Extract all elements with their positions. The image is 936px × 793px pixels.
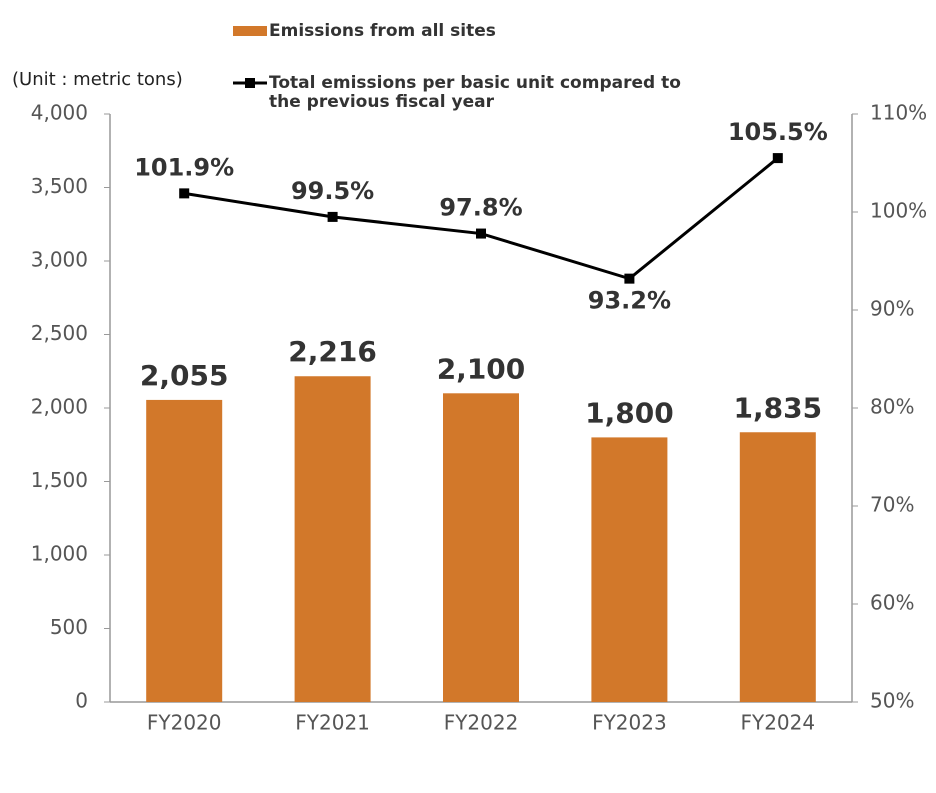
- bar-value-label: 2,100: [437, 352, 526, 385]
- line-value-label: 99.5%: [291, 177, 374, 205]
- y-tick-label: 4,000: [31, 101, 88, 125]
- y2-tick-label: 100%: [870, 199, 927, 223]
- y2-tick-label: 110%: [870, 101, 927, 125]
- y2-tick-label: 50%: [870, 689, 914, 713]
- bar: [294, 376, 371, 702]
- bar: [591, 437, 668, 702]
- bar-value-label: 2,055: [140, 359, 229, 392]
- bar: [146, 399, 223, 702]
- legend-bar-swatch: [233, 26, 267, 36]
- x-tick-label: FY2021: [295, 711, 370, 735]
- y-tick-label: 2,000: [31, 395, 88, 419]
- y-tick-label: 3,500: [31, 174, 88, 198]
- line-value-label: 101.9%: [134, 153, 234, 181]
- line-marker: [772, 153, 783, 164]
- line-marker: [327, 211, 338, 222]
- bar: [443, 393, 519, 702]
- x-tick-label: FY2023: [592, 711, 667, 735]
- y-tick-label: 500: [50, 615, 88, 639]
- bar-value-label: 1,800: [585, 396, 674, 429]
- x-tick-label: FY2024: [740, 711, 815, 735]
- y-tick-label: 0: [75, 689, 88, 713]
- y-tick-label: 3,000: [31, 248, 88, 272]
- y2-tick-label: 90%: [870, 297, 914, 321]
- y2-tick-label: 70%: [870, 493, 914, 517]
- y2-tick-label: 80%: [870, 395, 914, 419]
- bar-value-label: 2,216: [288, 335, 377, 368]
- line-value-label: 97.8%: [439, 194, 522, 222]
- x-tick-label: FY2022: [444, 711, 519, 735]
- line-value-label: 105.5%: [728, 118, 828, 146]
- x-tick-label: FY2020: [147, 711, 222, 735]
- y2-tick-label: 60%: [870, 591, 914, 615]
- legend-entry: Total emissions per basic unit compared …: [269, 73, 681, 112]
- legend-entry: Emissions from all sites: [269, 21, 496, 41]
- legend-line-marker: [245, 78, 255, 88]
- y-tick-label: 1,500: [31, 468, 88, 492]
- line-marker: [179, 188, 190, 199]
- y-tick-label: 2,500: [31, 321, 88, 345]
- unit-label: (Unit : metric tons): [12, 69, 183, 90]
- bar: [739, 432, 816, 702]
- line-marker: [624, 273, 635, 284]
- bar-value-label: 1,835: [734, 391, 823, 424]
- line-marker: [476, 228, 486, 239]
- line-value-label: 93.2%: [588, 287, 671, 315]
- y-tick-label: 1,000: [31, 542, 88, 566]
